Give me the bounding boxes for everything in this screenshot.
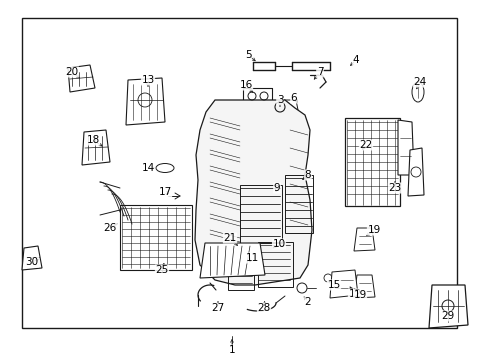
Text: 15: 15 xyxy=(327,280,341,290)
Ellipse shape xyxy=(412,82,424,102)
Ellipse shape xyxy=(156,163,174,172)
Polygon shape xyxy=(126,78,165,125)
Bar xyxy=(285,175,313,233)
Text: 1: 1 xyxy=(229,345,235,355)
Text: 19: 19 xyxy=(368,225,381,235)
Text: 30: 30 xyxy=(25,257,39,267)
Text: 26: 26 xyxy=(103,223,117,233)
Bar xyxy=(120,205,192,270)
Text: 22: 22 xyxy=(359,140,372,150)
Text: 12: 12 xyxy=(348,289,362,299)
Bar xyxy=(228,252,254,290)
Text: 24: 24 xyxy=(414,77,427,87)
Text: 4: 4 xyxy=(353,55,359,65)
Text: 19: 19 xyxy=(353,290,367,300)
Text: 7: 7 xyxy=(317,67,323,77)
Text: 29: 29 xyxy=(441,311,455,321)
Polygon shape xyxy=(68,65,95,92)
Text: 11: 11 xyxy=(245,253,259,263)
Text: 8: 8 xyxy=(305,170,311,180)
Text: 17: 17 xyxy=(158,187,172,197)
Polygon shape xyxy=(398,120,414,175)
Polygon shape xyxy=(330,270,358,298)
Text: 6: 6 xyxy=(291,93,297,103)
Text: 10: 10 xyxy=(272,239,286,249)
Polygon shape xyxy=(354,228,375,251)
Text: 9: 9 xyxy=(274,183,280,193)
Text: 28: 28 xyxy=(257,303,270,313)
Bar xyxy=(258,242,293,287)
Text: 25: 25 xyxy=(155,265,169,275)
Bar xyxy=(240,185,282,243)
Bar xyxy=(345,118,400,206)
Polygon shape xyxy=(22,246,42,270)
Text: 27: 27 xyxy=(211,303,224,313)
Text: 20: 20 xyxy=(66,67,78,77)
Text: 14: 14 xyxy=(142,163,155,173)
Text: 5: 5 xyxy=(245,50,251,60)
Polygon shape xyxy=(408,148,424,196)
Polygon shape xyxy=(200,243,265,278)
Polygon shape xyxy=(82,130,110,165)
Text: 3: 3 xyxy=(277,95,283,105)
Text: 23: 23 xyxy=(389,183,402,193)
Bar xyxy=(22,18,457,328)
Polygon shape xyxy=(429,285,468,328)
Text: 21: 21 xyxy=(223,233,237,243)
Text: 18: 18 xyxy=(86,135,99,145)
Polygon shape xyxy=(195,100,312,285)
Text: 16: 16 xyxy=(240,80,253,90)
Text: 2: 2 xyxy=(305,297,311,307)
Polygon shape xyxy=(354,275,375,298)
Text: 13: 13 xyxy=(142,75,155,85)
